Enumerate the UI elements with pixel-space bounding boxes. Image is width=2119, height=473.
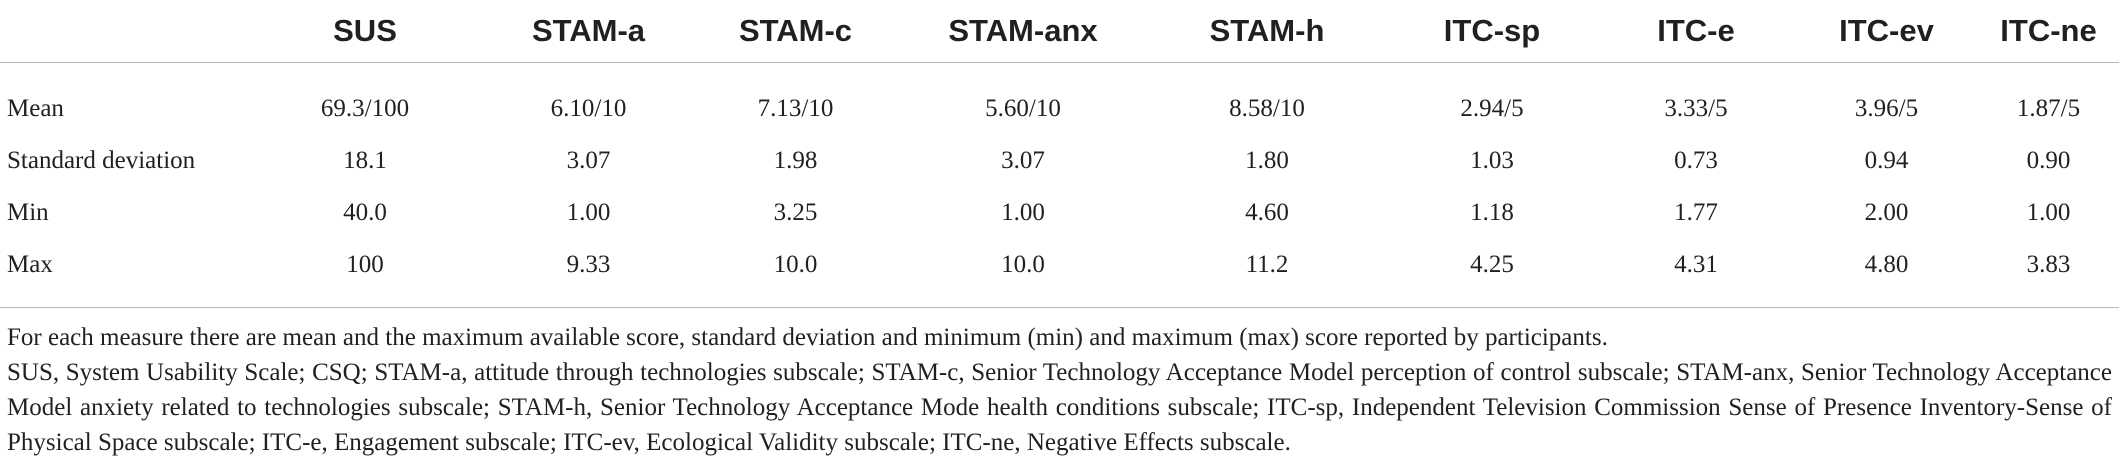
column-header-stam-a: STAM-a: [485, 0, 692, 63]
header-corner-cell: [0, 0, 245, 63]
table-cell: 0.90: [2026, 147, 2071, 174]
table-cell: 9.33: [485, 239, 692, 308]
table-cell: 1.87/5: [2016, 95, 2081, 122]
table-cell: 10.0: [899, 239, 1147, 308]
column-header-stam-c: STAM-c: [692, 0, 899, 63]
table-cell: 1.03: [1470, 147, 1514, 174]
table-cell: 1.00: [1001, 199, 1045, 226]
table-cell: 100: [245, 239, 485, 308]
table-row-max: Max 100 9.33 10.0 10.0 11.2 4.25 4.31 4.…: [0, 239, 2119, 308]
table-cell: 1.80: [1245, 147, 1289, 174]
column-header-itc-sp: ITC-sp: [1387, 0, 1597, 63]
table-cell: 3.83: [1978, 239, 2119, 308]
column-header-sus: SUS: [245, 0, 485, 63]
table-cell: 40.0: [343, 199, 387, 226]
table-cell: 1.00: [2026, 199, 2071, 226]
table-cell: 0.94: [1864, 147, 1909, 174]
column-header-itc-ne: ITC-ne: [1978, 0, 2119, 63]
table-cell: 1.77: [1674, 199, 1718, 226]
footnote-note: For each measure there are mean and the …: [7, 324, 1608, 351]
table-cell: 4.60: [1245, 199, 1289, 226]
table-cell: 3.96/5: [1854, 95, 1919, 122]
table-cell: 10.0: [692, 239, 899, 308]
table-cell: 8.58/10: [1229, 95, 1305, 122]
table-footnotes: For each measure there are mean and the …: [7, 320, 2112, 460]
table-cell: 69.3/100: [320, 95, 410, 122]
column-header-stam-h: STAM-h: [1147, 0, 1387, 63]
row-label: Min: [7, 199, 49, 226]
table-cell: 5.60/10: [985, 95, 1061, 122]
table-cell: 2.94/5: [1460, 95, 1524, 122]
descriptive-statistics-table: SUS STAM-a STAM-c STAM-anx STAM-h ITC-sp…: [0, 0, 2119, 308]
header-row: SUS STAM-a STAM-c STAM-anx STAM-h ITC-sp…: [0, 0, 2119, 63]
table-cell: 1.00: [566, 199, 611, 226]
table-cell: 4.80: [1795, 239, 1978, 308]
table-cell: 18.1: [343, 147, 387, 174]
table-row-standard-deviation: Standard deviation 18.1 3.07 1.98 3.07 1…: [0, 135, 2119, 187]
table-cell: 3.07: [566, 147, 611, 174]
table-row-min: Min 40.0 1.00 3.25 1.00 4.60 1.18 1.77 2…: [0, 187, 2119, 239]
table-cell: 1.18: [1470, 199, 1514, 226]
row-label: Max: [0, 239, 245, 308]
table-cell: 4.25: [1387, 239, 1597, 308]
table-cell: 4.31: [1597, 239, 1795, 308]
row-label: Mean: [7, 95, 64, 122]
table-cell: 3.25: [773, 199, 818, 226]
table-cell: 6.10/10: [550, 95, 627, 122]
table-cell: 3.07: [1001, 147, 1045, 174]
table-cell: 11.2: [1147, 239, 1387, 308]
column-header-itc-e: ITC-e: [1597, 0, 1795, 63]
column-header-stam-anx: STAM-anx: [899, 0, 1147, 63]
table-cell: 2.00: [1864, 199, 1909, 226]
table-cell: 3.33/5: [1664, 95, 1728, 122]
footnote-abbreviations: SUS, System Usability Scale; CSQ; STAM-a…: [7, 359, 2112, 456]
table-cell: 0.73: [1674, 147, 1718, 174]
table-row-mean: Mean 69.3/100 6.10/10 7.13/10 5.60/10 8.…: [0, 63, 2119, 136]
row-label: Standard deviation: [7, 147, 196, 174]
table-cell: 1.98: [773, 147, 818, 174]
column-header-itc-ev: ITC-ev: [1795, 0, 1978, 63]
table-cell: 7.13/10: [757, 95, 834, 122]
